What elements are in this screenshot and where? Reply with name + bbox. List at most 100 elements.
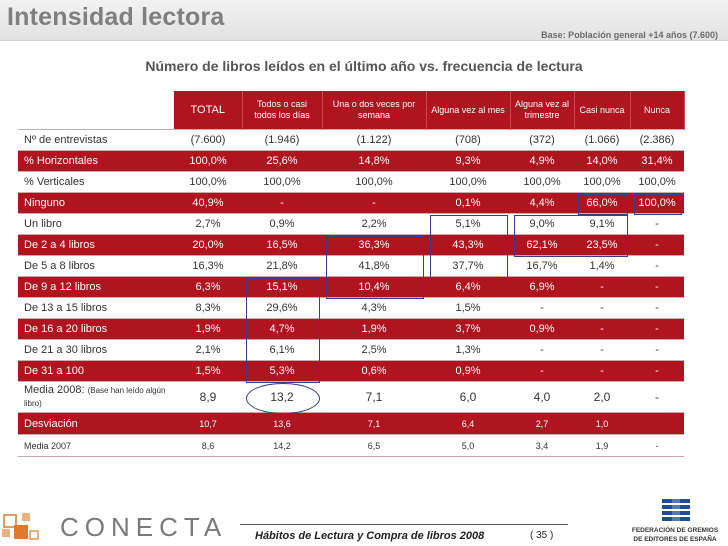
table-cell: 9,0%: [510, 213, 574, 235]
table-cell: 16,5%: [242, 234, 322, 256]
row-label: De 2 a 4 libros: [18, 234, 174, 256]
table-cell: 36,3%: [322, 234, 426, 256]
row-label-text: % Horizontales: [24, 155, 98, 167]
table-cell: -: [574, 297, 630, 319]
table-cell: 62,1%: [510, 234, 574, 256]
table-cell: 6,0: [426, 381, 510, 413]
table-cell: 15,1%: [242, 276, 322, 298]
row-label-text: De 9 a 12 libros: [24, 281, 102, 293]
row-label: Nº de entrevistas: [18, 129, 174, 151]
table-cell: 100,0%: [174, 150, 242, 172]
table-cell: 1,9%: [322, 318, 426, 340]
row-label-text: De 2 a 4 libros: [24, 239, 95, 251]
table-cell: (1.066): [574, 129, 630, 151]
table-cell: 25,6%: [242, 150, 322, 172]
table-cell: 100,0%: [510, 171, 574, 193]
header-cell: Alguna vez al mes: [426, 91, 511, 130]
table-cell: 1,3%: [426, 339, 510, 361]
header-cell: Alguna vez al trimestre: [510, 91, 575, 130]
row-label: Desviación: [18, 412, 174, 435]
row-label-text: Media 2008:: [24, 384, 85, 396]
footer-line: [240, 524, 568, 525]
table-cell: 2,7%: [174, 213, 242, 235]
table-cell: (1.946): [242, 129, 322, 151]
table-row-5: De 2 a 4 libros 20,0% 16,5% 36,3% 43,3% 62,1%…: [18, 234, 684, 256]
base-note: Base: Población general +14 años (7.600): [541, 30, 718, 40]
table-cell: 13,2: [242, 381, 322, 413]
table-cell: [630, 412, 684, 435]
header-cell: Todos o casi todos los días: [242, 91, 323, 130]
page-number: ( 35 ): [530, 530, 554, 541]
media-2007-row: Media 2007 8,6 14,2 6,5 5,0 3,4 1,9-: [18, 434, 684, 457]
federation-line-2: DE EDITORES DE ESPAÑA: [633, 536, 717, 543]
table-cell: 41,8%: [322, 255, 426, 277]
table-cell: 14,8%: [322, 150, 426, 172]
table-row-11: De 31 a 100 1,5% 5,3% 0,6% 0,9% - - -: [18, 360, 684, 382]
table-cell: -: [630, 297, 684, 319]
table-cell: -: [510, 297, 574, 319]
conecta-brand: CONECTA: [60, 512, 228, 542]
row-label-text: Un libro: [24, 218, 62, 230]
table-cell: 100,0%: [630, 171, 684, 193]
table-cell: -: [510, 339, 574, 361]
table-cell: 1,9: [574, 434, 630, 457]
header-text: Todos o casi todos los días: [254, 99, 310, 120]
header-cell: Nunca: [630, 91, 685, 130]
row-label-text: Media 2007: [24, 440, 72, 451]
table-row-0: Nº de entrevistas (7.600) (1.946) (1.122) (7…: [18, 129, 684, 151]
table-cell: 7,1: [322, 412, 426, 435]
table-cell: 100,0%: [574, 171, 630, 193]
row-label: Media 2007: [18, 434, 174, 457]
row-label-text: De 16 a 20 libros: [24, 323, 108, 335]
reading-intensity-table: TOTAL Todos o casi todos los días Una o …: [18, 91, 685, 457]
federation-name: FEDERACIÓN DE GREMIOS DE EDITORES DE ESP…: [622, 526, 728, 544]
table-row-8: De 13 a 15 libros 8,3% 29,6% 4,3% 1,5% - - -: [18, 297, 684, 319]
row-label: De 21 a 30 libros: [18, 339, 174, 361]
row-label-text: Nº de entrevistas: [24, 134, 108, 146]
table-cell: 6,9%: [510, 276, 574, 298]
table-cell: 2,2%: [322, 213, 426, 235]
header-row: TOTAL Todos o casi todos los días Una o …: [18, 91, 685, 130]
table-cell: 1,9%: [174, 318, 242, 340]
page-title: Intensidad lectora: [7, 3, 225, 31]
table-row-9: De 16 a 20 libros 1,9% 4,7% 1,9% 3,7% 0,9% - -: [18, 318, 684, 340]
row-label-text: De 31 a 100: [24, 365, 84, 377]
table-cell: 4,9%: [510, 150, 574, 172]
row-label: De 9 a 12 libros: [18, 276, 174, 298]
table-cell: 2,7: [510, 412, 574, 435]
table-cell: 0,6%: [322, 360, 426, 382]
table-cell: 100,0%: [630, 192, 684, 214]
table-cell: -: [574, 318, 630, 340]
footer-title: Hábitos de Lectura y Compra de libros 20…: [255, 530, 485, 542]
table-cell: -: [630, 276, 684, 298]
table-cell: 1,5%: [174, 360, 242, 382]
table-cell: 31,4%: [630, 150, 684, 172]
row-label-note: (Base han leído algún libro): [24, 386, 166, 408]
row-label: De 13 a 15 libros: [18, 297, 174, 319]
table-cell: 1,5%: [426, 297, 510, 319]
table-cell: 8,3%: [174, 297, 242, 319]
table-cell: -: [574, 276, 630, 298]
table-cell: 4,4%: [510, 192, 574, 214]
table-cell: -: [322, 192, 426, 214]
table-cell: 2,5%: [322, 339, 426, 361]
row-label-text: % Verticales: [24, 176, 85, 188]
table-cell: 6,1%: [242, 339, 322, 361]
table-cell: -: [630, 339, 684, 361]
table-cell: 14,0%: [574, 150, 630, 172]
row-label: De 16 a 20 libros: [18, 318, 174, 340]
table-cell: -: [630, 234, 684, 256]
table-cell: 2,1%: [174, 339, 242, 361]
table-cell: 21,8%: [242, 255, 322, 277]
header-cell: TOTAL: [174, 91, 243, 130]
table-cell: 10,7: [174, 412, 242, 435]
table-cell: 9,1%: [574, 213, 630, 235]
table-cell: 20,0%: [174, 234, 242, 256]
table-cell: 6,3%: [174, 276, 242, 298]
federation-logo-icon: [662, 497, 690, 525]
table-cell: -: [242, 192, 322, 214]
table-cell: 16,7%: [510, 255, 574, 277]
table-row-10: De 21 a 30 libros 2,1% 6,1% 2,5% 1,3% - - -: [18, 339, 684, 361]
header-text: Casi nunca: [579, 104, 625, 115]
table-cell: 6,5: [322, 434, 426, 457]
